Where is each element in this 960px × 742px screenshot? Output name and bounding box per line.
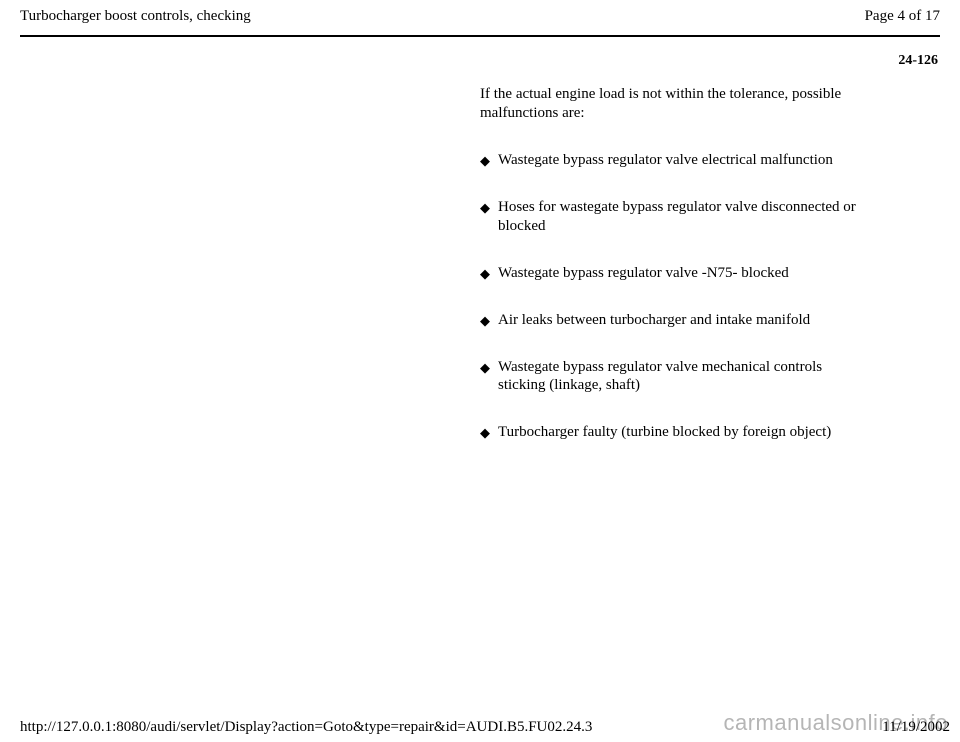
bullet-list: ◆ Wastegate bypass regulator valve electr… [480, 151, 870, 470]
bullet-diamond-icon: ◆ [480, 151, 490, 170]
list-item: ◆ Air leaks between turbocharger and inta… [480, 311, 870, 330]
bullet-text: Wastegate bypass regulator valve electri… [498, 151, 870, 170]
bullet-diamond-icon: ◆ [480, 264, 490, 283]
list-item: ◆ Wastegate bypass regulator valve mechan… [480, 358, 870, 396]
footer-url: http://127.0.0.1:8080/audi/servlet/Displ… [20, 719, 592, 736]
list-item: ◆ Wastegate bypass regulator valve -N75- … [480, 264, 870, 283]
bullet-diamond-icon: ◆ [480, 198, 490, 217]
bullet-text: Wastegate bypass regulator valve mechani… [498, 358, 870, 396]
list-item: ◆ Hoses for wastegate bypass regulator va… [480, 198, 870, 236]
bullet-text: Wastegate bypass regulator valve -N75- b… [498, 264, 870, 283]
list-item: ◆ Wastegate bypass regulator valve electr… [480, 151, 870, 170]
bullet-diamond-icon: ◆ [480, 358, 490, 377]
intro-text: If the actual engine load is not within … [480, 85, 860, 123]
section-number: 24-126 [0, 37, 960, 69]
footer-date: 11/19/2002 [882, 719, 950, 736]
bullet-diamond-icon: ◆ [480, 311, 490, 330]
bullet-diamond-icon: ◆ [480, 423, 490, 442]
content-area: If the actual engine load is not within … [0, 69, 960, 79]
page-indicator: Page 4 of 17 [865, 8, 940, 25]
bullet-text: Air leaks between turbocharger and intak… [498, 311, 870, 330]
header-title: Turbocharger boost controls, checking [20, 8, 251, 25]
bullet-text: Hoses for wastegate bypass regulator val… [498, 198, 870, 236]
list-item: ◆ Turbocharger faulty (turbine blocked by… [480, 423, 870, 442]
bullet-text: Turbocharger faulty (turbine blocked by … [498, 423, 870, 442]
